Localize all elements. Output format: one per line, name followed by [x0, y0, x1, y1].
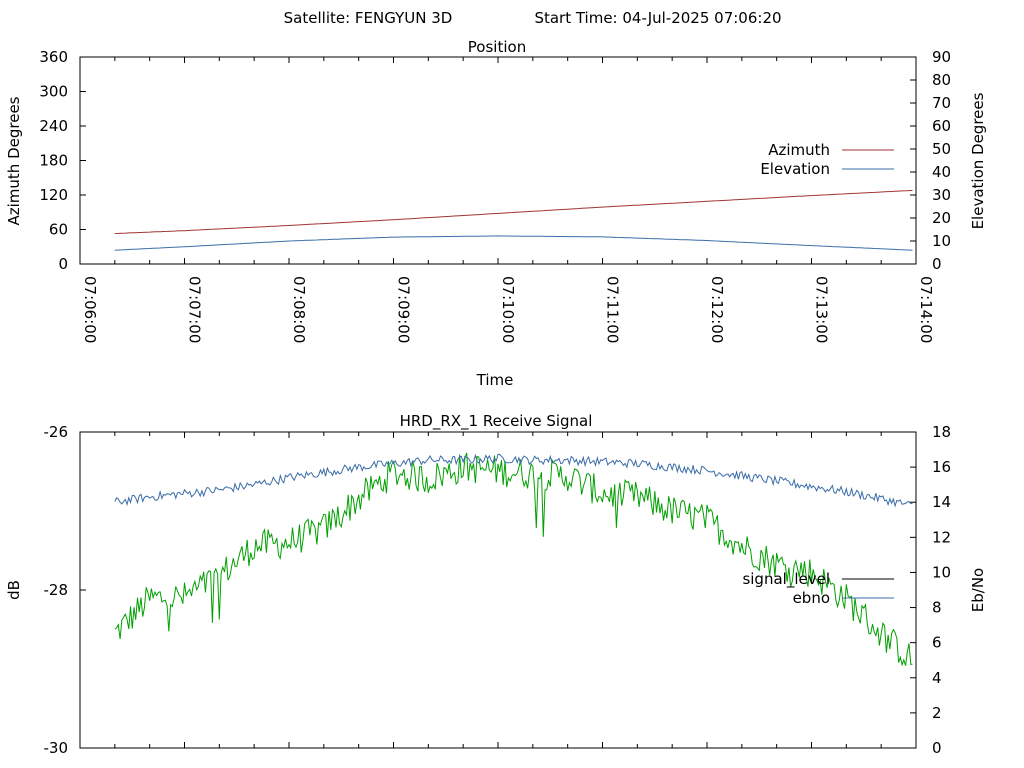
y-tick-label: -28 — [44, 581, 69, 599]
x-tick-label: 07:09:00 — [395, 276, 413, 343]
x-tick-label: 07:11:00 — [604, 276, 622, 343]
y-tick-label: 240 — [39, 117, 68, 135]
y2-tick-label: 20 — [932, 209, 951, 227]
series-line-ebno — [114, 453, 913, 508]
time-axis-label: Time — [476, 371, 514, 389]
y-tick-label: -26 — [44, 423, 69, 441]
y2-tick-label: 10 — [932, 232, 951, 250]
y2-tick-label: 80 — [932, 71, 951, 89]
legend-label: Elevation — [760, 160, 830, 178]
series-line-signal-level — [114, 452, 913, 667]
y-tick-label: 360 — [39, 48, 68, 66]
y2-tick-label: 30 — [932, 186, 951, 204]
y-tick-label: 300 — [39, 83, 68, 101]
azimuth-axis-label: Azimuth Degrees — [5, 96, 23, 225]
db-axis-label: dB — [5, 580, 23, 600]
y2-tick-label: 2 — [932, 704, 942, 722]
start-time-label: Start Time: 04-Jul-2025 07:06:20 — [534, 9, 781, 27]
y2-tick-label: 14 — [932, 493, 951, 511]
position-chart-marks: 0 60 120 180 240 300 360 0 10 20 30 40 50 60 70 80 90 07:… — [39, 48, 951, 343]
x-tick-label: 07:07:00 — [186, 276, 204, 343]
y2-tick-label: 40 — [932, 163, 951, 181]
y2-tick-label: 6 — [932, 634, 942, 652]
x-tick-label: 07:14:00 — [917, 276, 935, 343]
x-tick-label: 07:06:00 — [81, 276, 99, 343]
series-line-azimuth — [114, 189, 913, 234]
y-tick-label: -30 — [44, 739, 69, 757]
x-tick-label: 07:10:00 — [499, 276, 517, 343]
y-tick-label: 120 — [39, 186, 68, 204]
y2-tick-label: 50 — [932, 140, 951, 158]
y2-tick-label: 18 — [932, 423, 951, 441]
elevation-axis-label: Elevation Degrees — [969, 92, 987, 229]
x-tick-label: 07:12:00 — [708, 276, 726, 343]
ebno-axis-label: Eb/No — [969, 568, 987, 612]
signal-chart: HRD_RX_1 Receive Signal dB Eb/No -30-28-… — [5, 412, 987, 757]
y-tick-label: 60 — [49, 221, 68, 239]
legend-label: ebno — [793, 589, 830, 607]
y2-tick-label: 10 — [932, 563, 951, 581]
x-tick-label: 07:13:00 — [813, 276, 831, 343]
position-chart-title: Position — [468, 38, 526, 56]
y2-tick-label: 60 — [932, 117, 951, 135]
y2-tick-label: 70 — [932, 94, 951, 112]
signal-chart-title: HRD_RX_1 Receive Signal — [400, 412, 593, 431]
y2-tick-label: 16 — [932, 458, 951, 476]
legend-label: signal_level — [742, 570, 830, 589]
y-tick-label: 180 — [39, 152, 68, 170]
y2-tick-label: 4 — [932, 669, 942, 687]
y2-tick-label: 90 — [932, 48, 951, 66]
legend-label: Azimuth — [768, 141, 830, 159]
y-tick-label: 0 — [58, 255, 68, 273]
y2-tick-label: 0 — [932, 255, 942, 273]
x-tick-label: 07:08:00 — [290, 276, 308, 343]
y2-tick-label: 0 — [932, 739, 942, 757]
y2-tick-label: 12 — [932, 528, 951, 546]
position-chart: Position Azimuth Degrees Elevation Degre… — [5, 38, 987, 389]
series-line-elevation — [114, 235, 913, 251]
satellite-label: Satellite: FENGYUN 3D — [284, 9, 453, 27]
y2-tick-label: 8 — [932, 599, 942, 617]
